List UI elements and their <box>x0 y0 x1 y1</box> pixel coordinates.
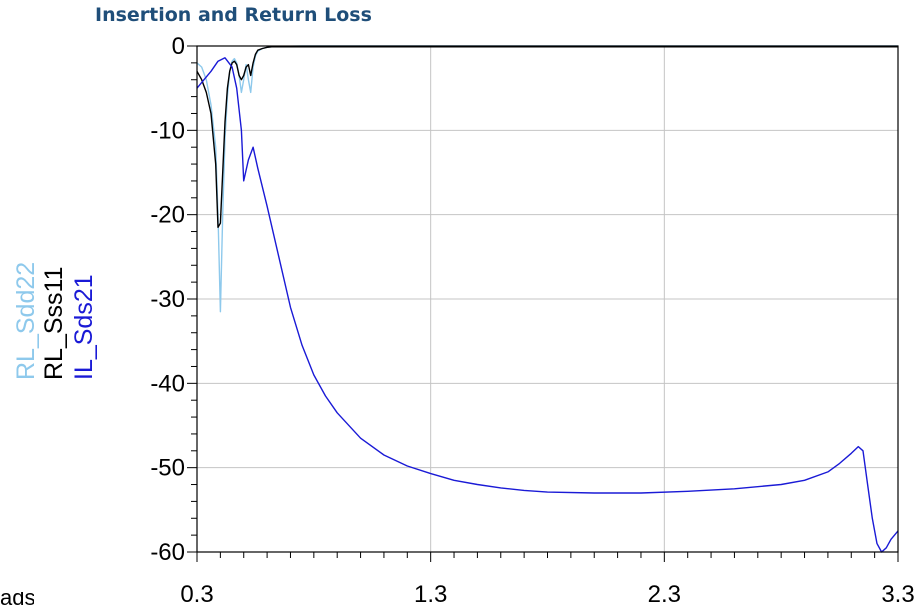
legend-label-rl-sdd22: RL_Sdd22 <box>12 262 40 380</box>
y-tick-label: -40 <box>150 370 185 397</box>
chart-title: Insertion and Return Loss <box>95 4 372 26</box>
series-line-rl-sdd22 <box>196 45 898 313</box>
grid <box>196 45 899 553</box>
x-tick-label: 3.3 <box>881 581 914 608</box>
x-tick-label: 2.3 <box>648 581 681 608</box>
y-tick-label: -50 <box>150 455 185 482</box>
series-line-il-sds21 <box>196 57 899 553</box>
tick-labels: 0 -10 -20 -30 -40 -50 -60 0.3 1.3 2.3 3.3 <box>150 33 914 608</box>
legend-label-rl-sss11: RL_Sss11 <box>40 267 68 381</box>
legend: RL_Sdd22 RL_Sss11 IL_Sds21 <box>12 262 98 380</box>
x-tick-label: 1.3 <box>414 581 447 608</box>
minor-tick-marks <box>187 45 899 562</box>
y-tick-label: 0 <box>172 33 185 60</box>
y-tick-label: -60 <box>150 539 185 566</box>
x-tick-label: 0.3 <box>180 581 213 608</box>
legend-label-il-sds21: IL_Sds21 <box>70 274 98 380</box>
cropped-text-fragment: ads <box>0 592 34 608</box>
y-tick-label: -30 <box>150 286 185 313</box>
series-line-rl-sss11 <box>196 46 898 229</box>
y-tick-label: -20 <box>150 202 185 229</box>
plot-frame <box>196 45 899 553</box>
y-tick-label: -10 <box>150 117 185 144</box>
